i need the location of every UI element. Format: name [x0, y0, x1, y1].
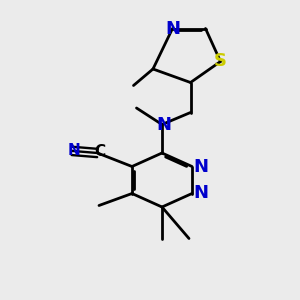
- Text: N: N: [194, 184, 208, 202]
- Text: N: N: [165, 20, 180, 38]
- Text: C: C: [94, 144, 106, 159]
- Text: N: N: [194, 158, 208, 175]
- Text: N: N: [68, 143, 81, 158]
- Text: S: S: [214, 52, 227, 70]
- Text: N: N: [156, 116, 171, 134]
